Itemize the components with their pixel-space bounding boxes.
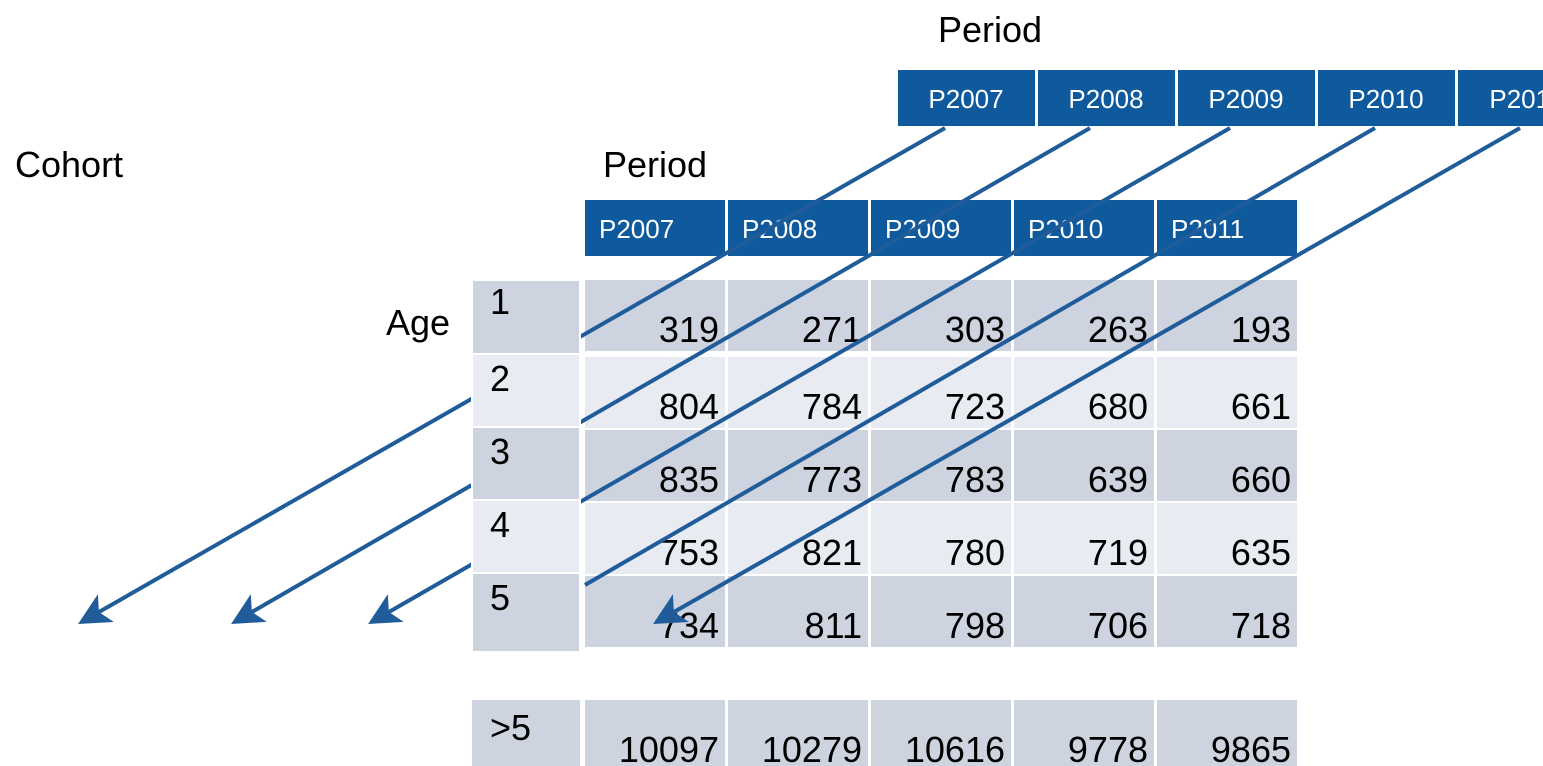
data-value: 783 xyxy=(945,459,1005,500)
data-cell xyxy=(871,430,1011,501)
period-label: Period xyxy=(603,144,707,185)
data-value: 661 xyxy=(1231,386,1291,427)
data-value: 773 xyxy=(802,459,862,500)
header-cell xyxy=(1014,200,1154,256)
data-value: 734 xyxy=(659,605,719,646)
data-cell xyxy=(585,430,725,501)
cohort-arrow xyxy=(653,126,1521,624)
data-value: 303 xyxy=(945,309,1005,350)
total-cell xyxy=(585,700,725,766)
data-value: 798 xyxy=(945,605,1005,646)
age-value: 5 xyxy=(490,577,510,618)
data-value: 804 xyxy=(659,386,719,427)
total-cell xyxy=(1157,700,1297,766)
top-header-text: P2011 xyxy=(1489,84,1543,114)
top-header-cell xyxy=(898,70,1035,126)
data-cell xyxy=(728,576,868,647)
age-value: 1 xyxy=(490,281,510,322)
top-header-cell xyxy=(1178,70,1315,126)
data-cell xyxy=(871,503,1011,574)
total-value: 10279 xyxy=(762,729,862,766)
data-value: 719 xyxy=(1088,532,1148,573)
data-value: 680 xyxy=(1088,386,1148,427)
data-value: 835 xyxy=(659,459,719,500)
data-cell xyxy=(1014,576,1154,647)
data-value: 811 xyxy=(805,605,862,646)
header-cell xyxy=(585,200,725,256)
top-header-cell xyxy=(1038,70,1175,126)
header-cell xyxy=(871,200,1011,256)
age-cell xyxy=(471,499,581,575)
data-value: 718 xyxy=(1231,605,1291,646)
data-cell xyxy=(1157,280,1297,351)
top-header-text: P2010 xyxy=(1348,84,1423,114)
data-cell xyxy=(1157,503,1297,574)
data-cell xyxy=(1157,430,1297,501)
top-header-cell xyxy=(1458,70,1543,126)
data-cell xyxy=(728,280,868,351)
data-cell xyxy=(1014,280,1154,351)
data-value: 780 xyxy=(945,532,1005,573)
header-cell xyxy=(728,200,868,256)
data-cell xyxy=(585,503,725,574)
total-value: 10616 xyxy=(905,729,1005,766)
data-cell xyxy=(871,357,1011,428)
total-cell xyxy=(871,700,1011,766)
age-value: 4 xyxy=(490,504,510,545)
data-cell xyxy=(728,357,868,428)
data-value: 821 xyxy=(802,532,862,573)
age-cell xyxy=(471,279,581,355)
total-cell xyxy=(728,700,868,766)
cohort-arrow xyxy=(583,126,1377,587)
top-header-text: P2008 xyxy=(1068,84,1143,114)
data-value: 639 xyxy=(1088,459,1148,500)
data-value: 660 xyxy=(1231,459,1291,500)
data-value: 193 xyxy=(1231,309,1291,350)
total-value: 9865 xyxy=(1211,729,1291,766)
cohort-arrow xyxy=(231,126,1092,625)
total-value: 10097 xyxy=(619,729,719,766)
age-cell xyxy=(471,353,581,429)
top-header-text: P2009 xyxy=(1208,84,1283,114)
data-cell xyxy=(871,576,1011,647)
data-value: 319 xyxy=(659,309,719,350)
age-value: 3 xyxy=(490,431,510,472)
period-top-label: Period xyxy=(938,9,1042,50)
total-cell xyxy=(1014,700,1154,766)
age-label: Age xyxy=(386,302,450,343)
data-value: 271 xyxy=(802,309,862,350)
age-cell xyxy=(471,572,581,653)
data-cell xyxy=(1157,357,1297,428)
age-cell xyxy=(471,426,581,502)
data-cell xyxy=(585,357,725,428)
data-value: 784 xyxy=(802,386,862,427)
data-value: 635 xyxy=(1231,532,1291,573)
data-value: 723 xyxy=(945,386,1005,427)
top-header-cell xyxy=(1318,70,1455,126)
data-value: 263 xyxy=(1088,309,1148,350)
data-cell xyxy=(1014,503,1154,574)
age-value: 2 xyxy=(490,358,510,399)
data-cell xyxy=(1157,576,1297,647)
age-cell xyxy=(472,700,580,766)
header-text: P2007 xyxy=(599,214,674,244)
header-cell xyxy=(1157,200,1297,256)
data-cell xyxy=(1014,430,1154,501)
data-cell xyxy=(1014,357,1154,428)
data-value: 753 xyxy=(659,532,719,573)
top-header-text: P2007 xyxy=(928,84,1003,114)
cohort-label: Cohort xyxy=(15,144,123,185)
data-value: 706 xyxy=(1088,605,1148,646)
data-cell xyxy=(871,280,1011,351)
total-value: 9778 xyxy=(1068,729,1148,766)
age-value: >5 xyxy=(490,707,531,748)
